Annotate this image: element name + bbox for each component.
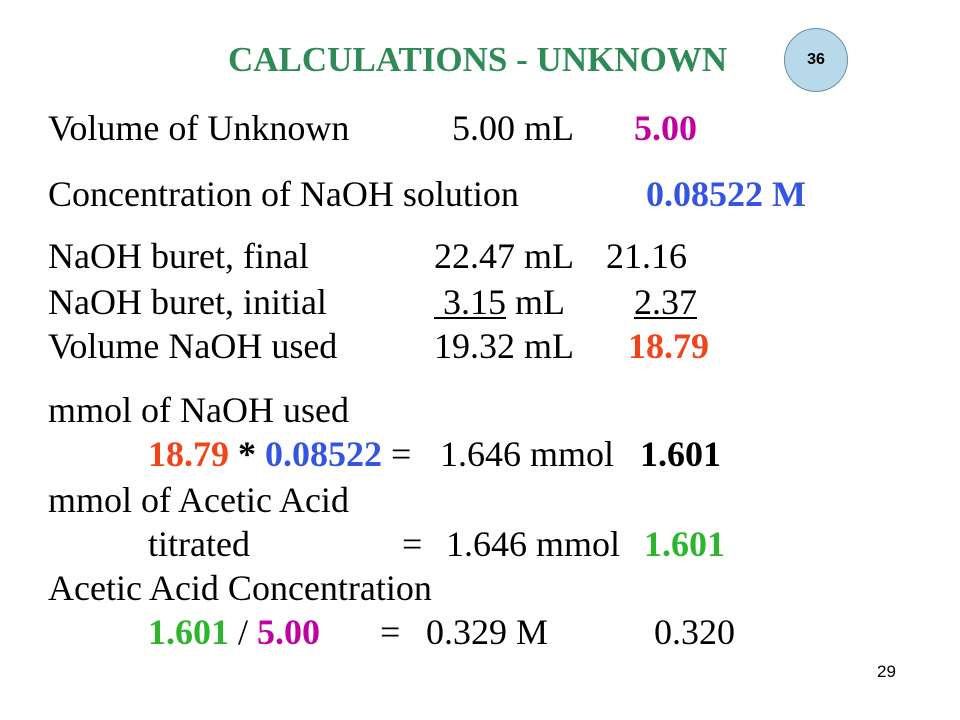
mmol-naoh-calc-operator: * [229,434,265,474]
mmol-acid-label: mmol of Acetic Acid [48,480,349,520]
mmol-naoh-calc-concentration: 0.08522 [265,434,382,474]
mmol-naoh-answer: 1.601 [640,434,721,474]
volume-unknown-label: Volume of Unknown [48,108,350,148]
acid-conc-calc-volume: 5.00 [257,612,321,652]
buret-initial-value-number: 3.15 [443,282,506,322]
buret-initial-value-group: 3.15 mL [434,282,565,322]
buret-initial-answer: 2.37 [634,282,697,322]
badge-number: 36 [807,51,825,68]
mmol-acid-answer: 1.601 [644,524,725,564]
naoh-concentration-label: Concentration of NaOH solution [48,174,519,214]
mmol-naoh-calculation: 18.79 * 0.08522 = [148,434,420,474]
buret-initial-label: NaOH buret, initial [48,282,327,322]
acid-concentration-equals: = [380,612,401,652]
buret-final-answer: 21.16 [606,236,687,276]
mmol-naoh-calc-equals: = [382,434,421,474]
mmol-naoh-label: mmol of NaOH used [48,390,349,430]
buret-final-value: 22.47 mL [434,236,574,276]
volume-used-label: Volume NaOH used [48,326,338,366]
mmol-naoh-calc-volume: 18.79 [148,434,229,474]
buret-final-label: NaOH buret, final [48,236,309,276]
volume-unknown-value: 5.00 mL [452,108,574,148]
volume-used-value: 19.32 mL [434,326,574,366]
acid-concentration-answer: 0.320 [654,612,735,652]
acid-concentration-calculation: 1.601 / 5.00 [148,612,320,652]
buret-initial-unit: mL [506,282,565,322]
acid-concentration-result: 0.329 M [426,612,549,652]
mmol-acid-result: 1.646 mmol [446,524,621,564]
mmol-acid-equals: = [402,524,423,564]
volume-unknown-answer: 5.00 [634,108,697,148]
slide-number-badge: 36 [784,28,848,92]
buret-initial-value-pad [434,282,443,322]
acid-conc-calc-operator: / [229,612,258,652]
page-number: 29 [877,662,896,681]
buret-initial-value: 3.15 [434,282,506,322]
slide-title: CALCULATIONS - UNKNOWN [228,40,728,79]
acid-concentration-label: Acetic Acid Concentration [48,568,432,608]
acid-conc-calc-mmol: 1.601 [148,612,229,652]
mmol-naoh-result: 1.646 mmol [440,434,615,474]
mmol-acid-sub-label: titrated [148,524,250,564]
volume-used-answer: 18.79 [628,326,709,366]
naoh-concentration-answer: 0.08522 M [646,174,806,214]
